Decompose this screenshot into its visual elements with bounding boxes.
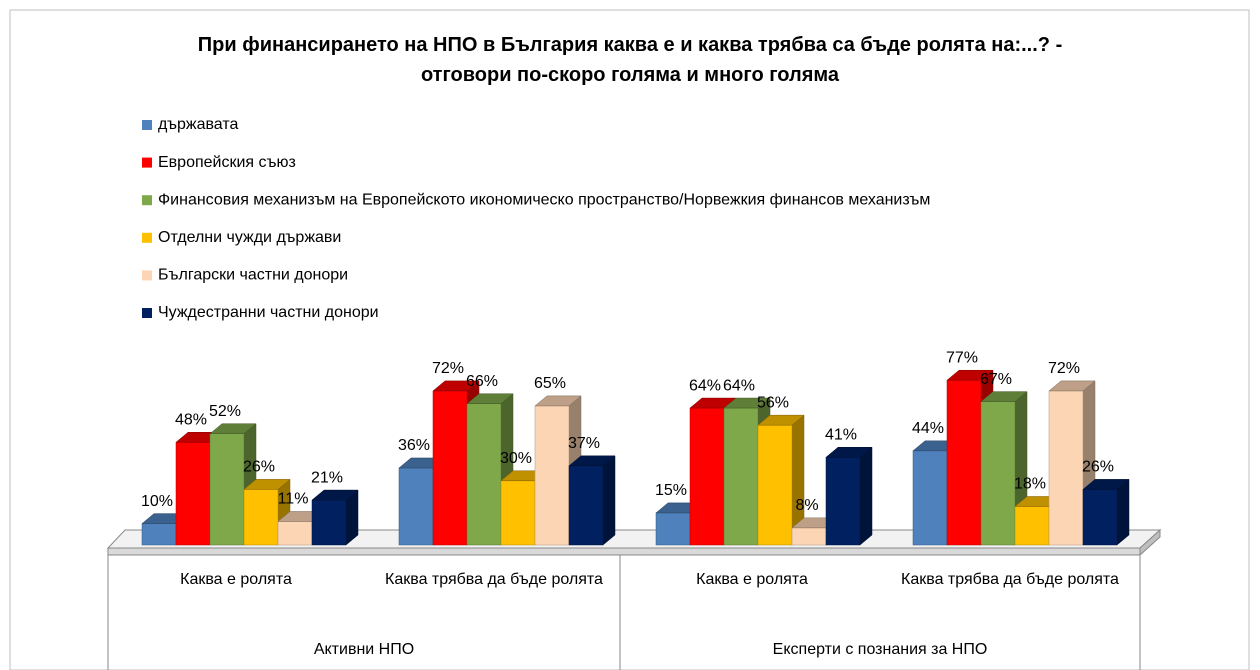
bar-top bbox=[1048, 380, 1096, 392]
group-label: Активни НПО bbox=[313, 641, 415, 658]
bar-front bbox=[791, 527, 827, 546]
bar-front bbox=[432, 390, 468, 546]
value-label: 52% bbox=[209, 403, 241, 420]
bar-front bbox=[534, 405, 570, 546]
bar bbox=[1082, 478, 1130, 546]
value-label: 26% bbox=[243, 459, 275, 476]
bar-front bbox=[757, 424, 793, 546]
value-label: 41% bbox=[825, 426, 857, 443]
bar-front bbox=[723, 407, 759, 546]
value-label: 67% bbox=[980, 371, 1012, 388]
bar-front bbox=[1048, 390, 1084, 546]
value-label: 66% bbox=[466, 373, 498, 390]
legend-swatch bbox=[142, 157, 152, 168]
bar-side bbox=[602, 455, 616, 546]
bar bbox=[311, 489, 359, 546]
bar bbox=[757, 414, 805, 546]
bar-top bbox=[825, 447, 873, 458]
legend-swatch bbox=[142, 308, 152, 318]
bar-top bbox=[243, 479, 291, 490]
bar-front bbox=[912, 450, 948, 546]
value-label: 77% bbox=[946, 349, 978, 366]
bar-top bbox=[432, 380, 480, 392]
value-label: 64% bbox=[723, 377, 755, 394]
bar-front bbox=[141, 523, 177, 546]
bar-top bbox=[757, 414, 805, 426]
value-label: 26% bbox=[1082, 459, 1114, 476]
bar-side bbox=[859, 446, 873, 546]
legend-label: Чуждестранни частни донори bbox=[158, 304, 379, 321]
category-label: Каква трябва да бъде ролята bbox=[901, 571, 1119, 588]
floor-front bbox=[107, 547, 1141, 556]
category-label: Каква е ролята bbox=[180, 571, 292, 588]
value-label: 64% bbox=[689, 377, 721, 394]
bar-front bbox=[1014, 506, 1050, 546]
bar-top bbox=[723, 397, 771, 409]
legend-label: Отделни чужди държави bbox=[158, 229, 341, 246]
value-label: 30% bbox=[500, 450, 532, 467]
bar-front bbox=[209, 433, 245, 546]
bar-front bbox=[825, 457, 861, 546]
category-label: Каква е ролята bbox=[696, 571, 808, 588]
bar-front bbox=[1082, 489, 1118, 546]
bar-top bbox=[534, 395, 582, 407]
bar-front bbox=[689, 407, 725, 546]
legend-swatch bbox=[142, 195, 152, 206]
chart-border bbox=[9, 9, 1250, 670]
value-label: 72% bbox=[1048, 360, 1080, 377]
bar-front bbox=[980, 401, 1016, 546]
bar-top bbox=[466, 393, 514, 405]
value-label: 8% bbox=[795, 497, 818, 514]
bar-front bbox=[277, 521, 313, 546]
bar-top bbox=[946, 369, 994, 381]
legend-swatch bbox=[142, 232, 152, 243]
legend-label: Български частни донори bbox=[158, 267, 348, 284]
bar-front bbox=[311, 499, 347, 546]
bar-top bbox=[209, 423, 257, 434]
value-label: 65% bbox=[534, 375, 566, 392]
bar-side bbox=[1116, 478, 1130, 546]
value-label: 15% bbox=[655, 482, 687, 499]
value-label: 48% bbox=[175, 411, 207, 428]
bar-front bbox=[655, 512, 691, 546]
value-label: 72% bbox=[432, 360, 464, 377]
bar bbox=[534, 395, 582, 546]
bar-top bbox=[980, 391, 1028, 402]
value-label: 37% bbox=[568, 435, 600, 452]
bar-front bbox=[466, 403, 502, 546]
bar-top bbox=[311, 489, 359, 501]
bar-front bbox=[568, 465, 604, 546]
value-label: 44% bbox=[912, 420, 944, 437]
bar bbox=[825, 446, 873, 546]
legend-swatch bbox=[142, 120, 152, 130]
bar-front bbox=[243, 489, 279, 546]
bar-front bbox=[398, 467, 434, 546]
value-label: 18% bbox=[1014, 476, 1046, 493]
group-label: Експерти с познания за НПО сектора bbox=[772, 641, 988, 670]
legend-label: държавата bbox=[158, 116, 239, 133]
bar bbox=[568, 455, 616, 546]
value-label: 21% bbox=[311, 469, 343, 486]
legend-label: Финансовия механизъм на Европейското ико… bbox=[158, 191, 930, 208]
bar-top bbox=[568, 455, 616, 467]
floor-side bbox=[1139, 528, 1161, 557]
value-label: 10% bbox=[141, 493, 173, 510]
category-label: Каква трябва да бъде ролята bbox=[385, 571, 603, 588]
bar-front bbox=[946, 379, 982, 546]
bar-front bbox=[175, 442, 211, 546]
value-label: 36% bbox=[398, 437, 430, 454]
value-label: 56% bbox=[757, 394, 789, 411]
bar-front bbox=[500, 480, 536, 546]
legend-swatch bbox=[142, 270, 152, 281]
chart-title: При финансирането на НПО в България какв… bbox=[197, 34, 1063, 86]
value-label: 11% bbox=[278, 491, 309, 508]
bar-top bbox=[1082, 479, 1130, 490]
legend-label: Европейския съюз bbox=[158, 154, 296, 171]
